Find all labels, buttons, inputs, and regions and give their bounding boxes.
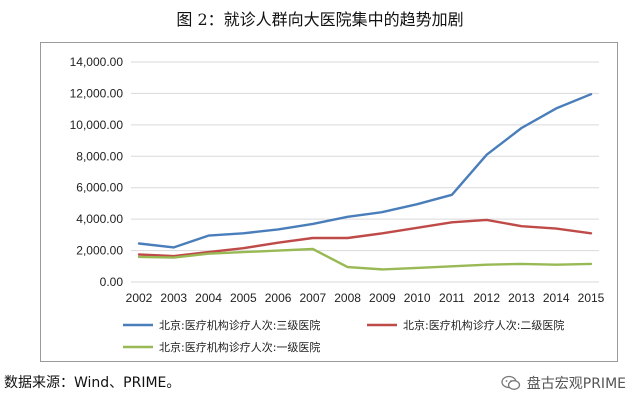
source-note: 数据来源：Wind、PRIME。 xyxy=(4,375,181,391)
y-tick-label: 6,000.00 xyxy=(76,181,123,195)
y-tick-label: 2,000.00 xyxy=(76,244,123,258)
series-line-2 xyxy=(137,247,593,271)
watermark-text: 盘古宏观PRIME xyxy=(526,376,626,392)
y-tick-label: 10,000.00 xyxy=(70,118,124,132)
y-tick-label: 0.00 xyxy=(100,275,124,289)
y-axis-ticks: 0.00 2,000.00 4,000.00 6,000.00 8,000.00 10,0… xyxy=(70,55,124,289)
x-tick-label: 2013 xyxy=(508,291,535,305)
wechat-icon xyxy=(501,375,520,390)
series-line-0 xyxy=(137,93,593,249)
y-tick-label: 12,000.00 xyxy=(70,86,124,100)
x-tick-label: 2007 xyxy=(299,291,326,305)
chart-frame: 0.00 2,000.00 4,000.00 6,000.00 8,000.00 10,0… xyxy=(40,42,618,362)
x-tick-label: 2006 xyxy=(265,291,292,305)
gridlines xyxy=(131,61,599,283)
series-lines xyxy=(137,93,593,271)
y-tick-label: 14,000.00 xyxy=(70,55,124,69)
x-tick-label: 2004 xyxy=(195,291,222,305)
x-tick-label: 2014 xyxy=(543,291,570,305)
y-tick-label: 8,000.00 xyxy=(76,149,123,163)
y-tick-label: 4,000.00 xyxy=(76,212,123,226)
x-axis-ticks: 2002 2003 2004 2005 2006 2007 2008 2009 2010 2011… xyxy=(126,291,605,305)
x-tick-label: 2005 xyxy=(230,291,257,305)
x-tick-label: 2002 xyxy=(126,291,153,305)
legend-label-2: 北京:医疗机构诊疗人次:一级医院 xyxy=(159,340,320,354)
x-tick-label: 2011 xyxy=(439,291,465,305)
legend: 北京:医疗机构诊疗人次:三级医院 北京:医疗机构诊疗人次:二级医院北京:医疗机构诊… xyxy=(123,318,564,354)
x-tick-label: 2003 xyxy=(160,291,187,305)
series-line-1 xyxy=(137,218,593,258)
figure-title: 图 2：就诊人群向大医院集中的趋势加剧 xyxy=(176,10,464,29)
legend-label-0: 北京:医疗机构诊疗人次:三级医院 xyxy=(159,318,320,332)
line-chart: 0.00 2,000.00 4,000.00 6,000.00 8,000.00 10,0… xyxy=(70,55,605,354)
x-tick-label: 2015 xyxy=(578,291,605,305)
legend-label-1: 北京:医疗机构诊疗人次:二级医院 xyxy=(403,318,564,332)
watermark: 盘古宏观PRIME xyxy=(501,373,626,393)
x-tick-label: 2010 xyxy=(404,291,431,305)
x-tick-label: 2012 xyxy=(473,291,500,305)
x-tick-label: 2009 xyxy=(369,291,396,305)
x-tick-label: 2008 xyxy=(334,291,361,305)
